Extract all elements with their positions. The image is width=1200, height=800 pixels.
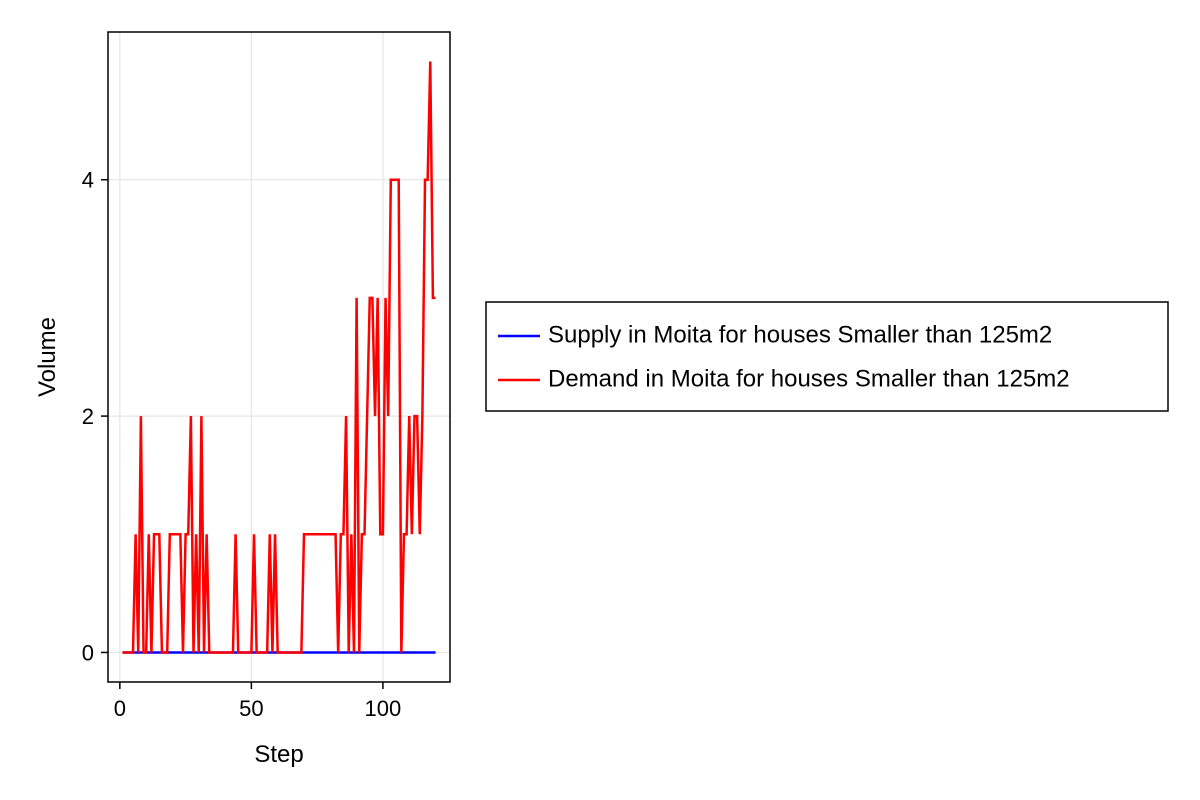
plot-area	[122, 61, 436, 654]
y-tick-label: 4	[82, 168, 94, 193]
legend-label-supply: Supply in Moita for houses Smaller than …	[548, 321, 1052, 348]
series-line-demand	[122, 61, 436, 654]
y-tick-label: 2	[82, 404, 94, 429]
y-axis-label: Volume	[34, 317, 61, 397]
x-tick-label: 50	[239, 696, 263, 721]
x-tick-label: 100	[365, 696, 402, 721]
axis-ticks: 0 50 100 0 2 4	[82, 168, 402, 721]
y-tick-label: 0	[82, 640, 94, 665]
legend-label-demand: Demand in Moita for houses Smaller than …	[548, 365, 1070, 392]
legend: Supply in Moita for houses Smaller than …	[485, 301, 1169, 412]
x-axis-label: Step	[254, 741, 303, 768]
plot-frame	[107, 31, 451, 683]
legend-box	[485, 301, 1169, 412]
x-tick-label: 0	[114, 696, 126, 721]
